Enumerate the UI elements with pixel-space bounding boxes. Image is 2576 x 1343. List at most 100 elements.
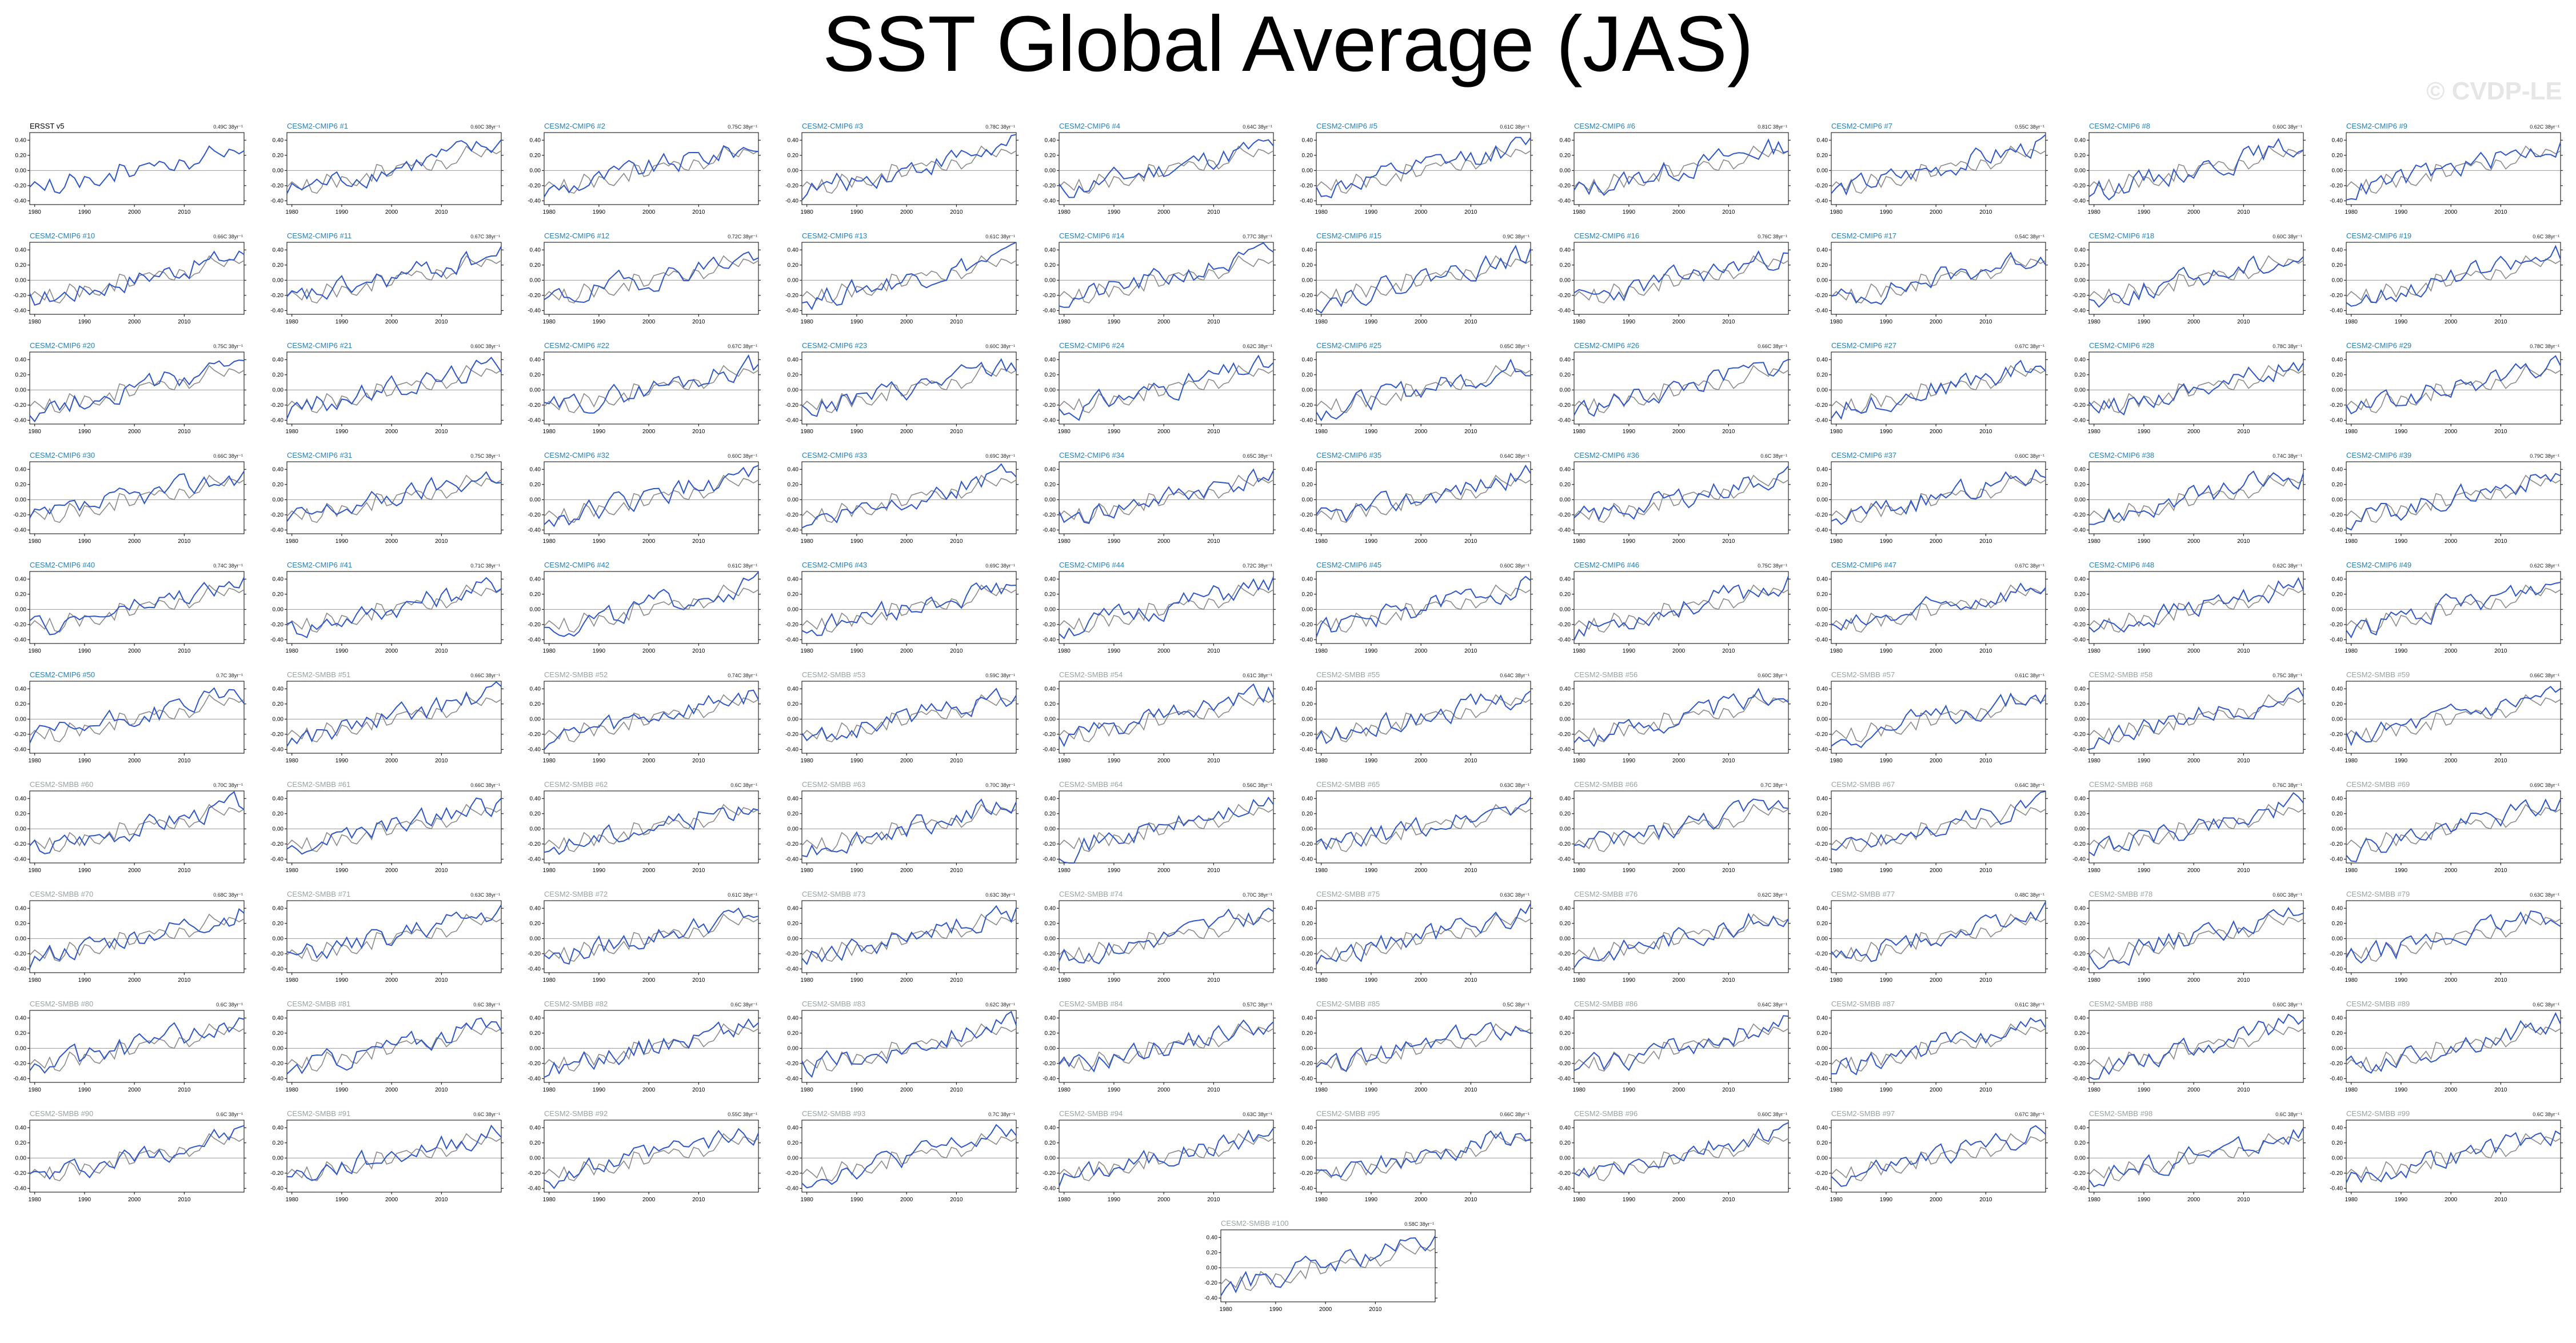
x-tick-label: 2010 bbox=[435, 538, 448, 545]
x-tick-label: 2010 bbox=[178, 648, 191, 654]
y-tick-label: 0.40 bbox=[1045, 357, 1056, 363]
panel-frame bbox=[286, 1120, 502, 1193]
y-tick-label: 0.40 bbox=[2075, 905, 2086, 912]
x-tick-label: 1990 bbox=[78, 758, 91, 764]
y-tick-label: 0.20 bbox=[1302, 1140, 1313, 1146]
series-line-observed bbox=[286, 1023, 502, 1072]
y-tick-label: 0.40 bbox=[1302, 796, 1313, 802]
x-tick-label: 1990 bbox=[2395, 538, 2408, 545]
y-tick-label: -0.20 bbox=[13, 402, 26, 409]
series-line-member bbox=[1059, 354, 1274, 421]
x-tick-label: 1990 bbox=[1880, 1087, 1893, 1093]
y-tick-label: -0.20 bbox=[2072, 183, 2086, 189]
x-tick-label: 2000 bbox=[642, 538, 656, 545]
y-tick-label: 0.40 bbox=[273, 905, 284, 912]
y-tick-label: 0.20 bbox=[1560, 262, 1571, 269]
panel-title: CESM2-CMIP6 #24 bbox=[1059, 341, 1124, 350]
panel-trend: 0.61C 38yr⁻¹ bbox=[1500, 124, 1529, 130]
y-tick-label: 0.00 bbox=[1302, 497, 1313, 503]
panel-frame bbox=[1831, 242, 2046, 315]
y-tick-label: 0.00 bbox=[273, 277, 284, 283]
series-line-member bbox=[1573, 575, 1789, 641]
panel-frame bbox=[1316, 681, 1531, 754]
x-tick-label: 2000 bbox=[900, 758, 913, 764]
x-tick-label: 1990 bbox=[850, 977, 864, 984]
y-tick-label: 0.40 bbox=[15, 1015, 27, 1021]
y-tick-label: 0.40 bbox=[15, 1125, 27, 1131]
panel-frame bbox=[2088, 132, 2304, 205]
x-tick-label: 2000 bbox=[1415, 538, 1428, 545]
x-tick-label: 2010 bbox=[692, 868, 705, 874]
x-tick-label: 1990 bbox=[593, 429, 606, 435]
x-tick-label: 2000 bbox=[385, 648, 398, 654]
y-tick-label: 0.00 bbox=[1817, 606, 1828, 613]
panel-frame bbox=[2346, 242, 2561, 315]
y-tick-label: -0.40 bbox=[785, 856, 798, 862]
x-tick-label: 1980 bbox=[1573, 648, 1586, 654]
x-tick-label: 1980 bbox=[1830, 319, 1843, 325]
panel-frame bbox=[286, 132, 502, 205]
y-tick-label: 0.00 bbox=[530, 606, 541, 613]
x-tick-label: 2000 bbox=[1415, 648, 1428, 654]
x-tick-label: 2000 bbox=[1157, 977, 1171, 984]
y-tick-label: -0.40 bbox=[1043, 1076, 1056, 1082]
y-tick-label: 0.00 bbox=[1560, 167, 1571, 174]
y-tick-label: 0.20 bbox=[1207, 1250, 1218, 1256]
x-tick-label: 2000 bbox=[1930, 1087, 1943, 1093]
panel-frame bbox=[1316, 571, 1531, 644]
x-tick-label: 1980 bbox=[1315, 758, 1328, 764]
panel-trend: 0.63C 38yr⁻¹ bbox=[470, 892, 500, 898]
x-tick-label: 2000 bbox=[385, 209, 398, 215]
panel-title: CESM2-SMBB #66 bbox=[1574, 780, 1638, 789]
panel-trend: 0.61C 38yr⁻¹ bbox=[1243, 673, 1272, 678]
panel-trend: 0.6C 38yr⁻¹ bbox=[730, 1002, 757, 1008]
x-tick-label: 1980 bbox=[1830, 1197, 1843, 1203]
y-tick-label: -0.20 bbox=[528, 1061, 541, 1067]
series-line-member bbox=[1573, 1122, 1789, 1177]
y-tick-label: -0.40 bbox=[1815, 856, 1828, 862]
x-tick-label: 1990 bbox=[336, 1197, 349, 1203]
series-line-member bbox=[286, 246, 502, 300]
panel-trend: 0.69C 38yr⁻¹ bbox=[985, 453, 1015, 459]
y-tick-label: 0.00 bbox=[2332, 826, 2343, 832]
panel-title: CESM2-SMBB #71 bbox=[287, 890, 350, 898]
y-tick-label: -0.20 bbox=[1043, 1061, 1056, 1067]
series-line-observed bbox=[29, 1023, 245, 1072]
y-tick-label: 0.20 bbox=[273, 1030, 284, 1037]
x-tick-label: 1980 bbox=[29, 319, 42, 325]
panel-frame bbox=[1059, 1010, 1274, 1083]
y-tick-label: 0.40 bbox=[1817, 905, 1828, 912]
panel-trend: 0.60C 38yr⁻¹ bbox=[1758, 673, 1787, 678]
y-tick-label: 0.40 bbox=[2332, 905, 2343, 912]
x-tick-label: 1980 bbox=[2088, 538, 2101, 545]
y-tick-label: -0.20 bbox=[1043, 183, 1056, 189]
panel-title: CESM2-SMBB #93 bbox=[802, 1109, 865, 1118]
series-line-observed bbox=[286, 474, 502, 523]
panel-frame bbox=[29, 900, 245, 973]
y-tick-label: 0.20 bbox=[2332, 482, 2343, 488]
x-tick-label: 2000 bbox=[1930, 648, 1943, 654]
y-tick-label: 0.00 bbox=[273, 936, 284, 942]
panel-title: CESM2-CMIP6 #20 bbox=[30, 341, 95, 350]
x-tick-label: 2010 bbox=[1722, 977, 1735, 984]
x-tick-label: 2000 bbox=[1672, 758, 1686, 764]
y-tick-label: 0.20 bbox=[15, 811, 27, 817]
y-tick-label: 0.40 bbox=[1560, 686, 1571, 692]
panel-trend: 0.6C 38yr⁻¹ bbox=[473, 1002, 500, 1008]
panel: CESM2-CMIP6 #13 0.61C 38yr⁻¹ 0.40 0.20 0.00 -… bbox=[785, 231, 1019, 325]
x-tick-label: 2010 bbox=[178, 429, 191, 435]
panel-frame bbox=[1316, 461, 1531, 534]
series-line-observed bbox=[1059, 255, 1274, 304]
panel-title: CESM2-SMBB #83 bbox=[802, 1000, 865, 1008]
series-line-member bbox=[1573, 359, 1789, 417]
x-tick-label: 1980 bbox=[2345, 1197, 2358, 1203]
panel: CESM2-SMBB #51 0.66C 38yr⁻¹ 0.40 0.20 0.00 -0… bbox=[270, 670, 504, 764]
y-tick-label: 0.40 bbox=[1817, 1125, 1828, 1131]
x-tick-label: 1980 bbox=[1830, 758, 1843, 764]
x-tick-label: 1980 bbox=[286, 538, 299, 545]
series-line-observed bbox=[286, 804, 502, 853]
y-tick-label: 0.00 bbox=[1560, 497, 1571, 503]
x-tick-label: 2000 bbox=[2187, 209, 2200, 215]
panel-frame bbox=[1831, 1120, 2046, 1193]
y-tick-label: -0.40 bbox=[270, 746, 283, 753]
